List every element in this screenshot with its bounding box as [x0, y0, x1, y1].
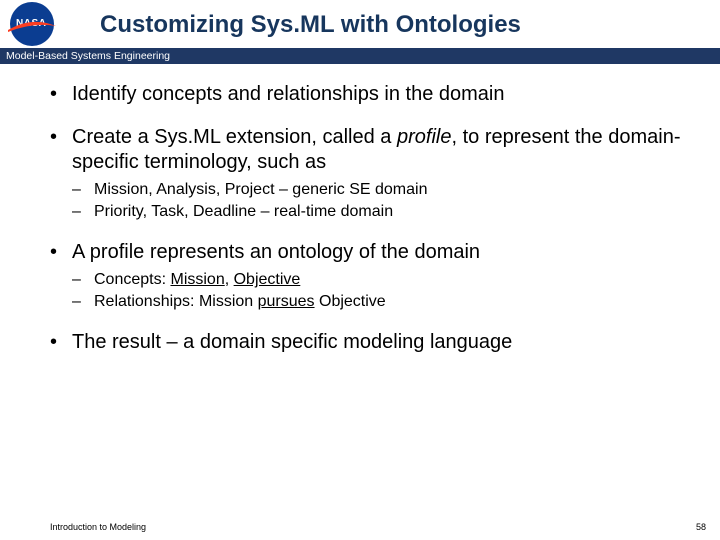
- slide-content: Identify concepts and relationships in t…: [0, 64, 720, 355]
- bullet-3: A profile represents an ontology of the …: [50, 240, 690, 312]
- bullet-2-sub-1-text: Mission, Analysis, Project – generic SE …: [94, 181, 427, 198]
- bullet-3-sub-2-post: Objective: [315, 293, 386, 310]
- breadcrumb: Model-Based Systems Engineering: [0, 48, 720, 64]
- bullet-3-sublist: Concepts: Mission, Objective Relationshi…: [72, 269, 690, 312]
- bullet-3-sub-1-u1: Mission: [170, 271, 224, 288]
- bullet-2-pre: Create a Sys.ML extension, called a: [72, 126, 397, 148]
- bullet-2-sub-2-text: Priority, Task, Deadline – real-time dom…: [94, 203, 393, 220]
- main-bullet-list: Identify concepts and relationships in t…: [50, 82, 690, 355]
- bullet-3-sub-1-mid: ,: [225, 271, 234, 288]
- bullet-2-italic: profile: [397, 126, 451, 148]
- bullet-3-sub-1-u2: Objective: [234, 271, 301, 288]
- bullet-2-sub-1: Mission, Analysis, Project – generic SE …: [72, 179, 690, 201]
- bullet-2-sublist: Mission, Analysis, Project – generic SE …: [72, 179, 690, 222]
- footer-page-number: 58: [696, 522, 706, 532]
- bullet-1: Identify concepts and relationships in t…: [50, 82, 690, 107]
- bullet-3-sub-2-u: pursues: [258, 293, 315, 310]
- nasa-swoosh-icon: [6, 20, 58, 34]
- slide-footer: Introduction to Modeling 58: [0, 522, 720, 532]
- footer-left: Introduction to Modeling: [50, 522, 146, 532]
- bullet-3-sub-2: Relationships: Mission pursues Objective: [72, 291, 690, 313]
- bullet-4-text: The result – a domain specific modeling …: [72, 331, 512, 353]
- slide-title: Customizing Sys.ML with Ontologies: [80, 11, 720, 39]
- bullet-3-text: A profile represents an ontology of the …: [72, 241, 480, 263]
- bullet-2-sub-2: Priority, Task, Deadline – real-time dom…: [72, 201, 690, 223]
- slide-header: NASA Customizing Sys.ML with Ontologies: [0, 0, 720, 48]
- nasa-logo: NASA: [4, 4, 60, 46]
- bullet-3-sub-2-pre: Relationships: Mission: [94, 293, 258, 310]
- bullet-1-text: Identify concepts and relationships in t…: [72, 83, 505, 105]
- bullet-4: The result – a domain specific modeling …: [50, 330, 690, 355]
- bullet-3-sub-1: Concepts: Mission, Objective: [72, 269, 690, 291]
- bullet-2: Create a Sys.ML extension, called a prof…: [50, 125, 690, 222]
- bullet-3-sub-1-pre: Concepts:: [94, 271, 170, 288]
